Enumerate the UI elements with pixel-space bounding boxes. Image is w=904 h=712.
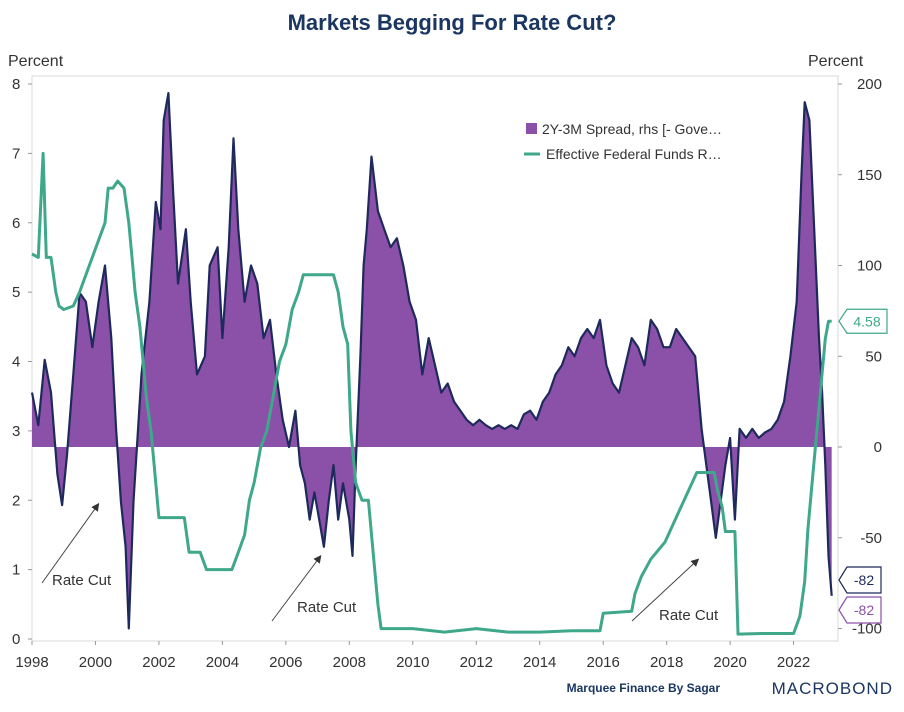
left-tick-label: 7 bbox=[12, 145, 20, 162]
spread-last-value: -82 bbox=[854, 572, 874, 588]
left-tick-label: 8 bbox=[12, 76, 20, 93]
x-tick-label: 2020 bbox=[713, 654, 746, 671]
right-tick-label: -50 bbox=[860, 530, 882, 547]
right-tick-label: 50 bbox=[865, 348, 882, 365]
x-tick-label: 2022 bbox=[777, 654, 810, 671]
x-tick-label: 2012 bbox=[460, 654, 493, 671]
annotation-arrow bbox=[41, 502, 100, 584]
left-axis-unit: Percent bbox=[8, 53, 64, 70]
annotation-label: Rate Cut bbox=[659, 607, 719, 624]
left-tick-label: 0 bbox=[12, 631, 20, 648]
left-tick-label: 4 bbox=[12, 354, 20, 371]
x-tick-label: 2000 bbox=[79, 654, 112, 671]
legend: 2Y-3M Spread, rhs [- Gove… Effective Fed… bbox=[524, 121, 722, 162]
spread-last-value-tag bbox=[838, 566, 882, 594]
spread-last-value-2: -82 bbox=[854, 602, 874, 618]
annotation-label: Rate Cut bbox=[52, 572, 112, 589]
right-axis: -100 -50 0 50 100 150 200 bbox=[838, 76, 882, 638]
chart-title: Markets Begging For Rate Cut? bbox=[288, 10, 617, 35]
spread-last-value-tag-2 bbox=[838, 596, 882, 624]
legend-swatch-spread bbox=[526, 123, 537, 134]
ffr-last-value-tag bbox=[838, 308, 888, 334]
legend-label-spread: 2Y-3M Spread, rhs [- Gove… bbox=[542, 121, 722, 137]
right-tick-label: 100 bbox=[857, 258, 882, 275]
right-axis-unit: Percent bbox=[808, 53, 864, 70]
right-tick-label: -100 bbox=[852, 621, 882, 638]
credit: Marquee Finance By Sagar bbox=[567, 681, 721, 695]
left-tick-label: 2 bbox=[12, 492, 20, 509]
x-tick-label: 2002 bbox=[142, 654, 175, 671]
x-tick-label: 2004 bbox=[206, 654, 239, 671]
x-tick-label: 2010 bbox=[396, 654, 429, 671]
x-tick-label: 1998 bbox=[15, 654, 48, 671]
brand-logo: MACROBOND bbox=[772, 679, 893, 698]
fed-funds-series bbox=[31, 151, 832, 636]
plot-frame bbox=[31, 75, 839, 642]
right-tick-label: 0 bbox=[874, 439, 882, 456]
value-tags: 4.58 -82 -82 bbox=[838, 308, 888, 624]
annotations: Rate Cut Rate Cut Rate Cut bbox=[41, 502, 719, 624]
x-tick-label: 2016 bbox=[586, 654, 619, 671]
x-tick-label: 2014 bbox=[523, 654, 556, 671]
x-tick-label: 2008 bbox=[333, 654, 366, 671]
left-tick-label: 6 bbox=[12, 215, 20, 232]
x-tick-label: 2018 bbox=[650, 654, 683, 671]
left-axis: 0 1 2 3 4 5 6 7 8 bbox=[12, 76, 32, 648]
left-tick-label: 1 bbox=[12, 562, 20, 579]
plot-area bbox=[31, 75, 839, 642]
x-axis: 1998 2000 2002 2004 2006 2008 2010 2012 2014 2016… bbox=[15, 641, 810, 671]
spread-area bbox=[32, 93, 832, 629]
right-tick-label: 150 bbox=[857, 167, 882, 184]
left-tick-label: 3 bbox=[12, 423, 20, 440]
legend-label-ffr: Effective Federal Funds R… bbox=[546, 146, 722, 162]
annotation-arrow bbox=[631, 558, 700, 622]
annotation-label: Rate Cut bbox=[297, 599, 357, 616]
left-tick-label: 5 bbox=[12, 284, 20, 301]
ffr-last-value: 4.58 bbox=[853, 313, 880, 329]
right-tick-label: 200 bbox=[857, 76, 882, 93]
spread-series bbox=[30, 92, 833, 630]
annotation-arrow bbox=[271, 554, 322, 622]
x-tick-label: 2006 bbox=[269, 654, 302, 671]
spread-line bbox=[30, 92, 833, 630]
fed-funds-line bbox=[31, 151, 832, 636]
